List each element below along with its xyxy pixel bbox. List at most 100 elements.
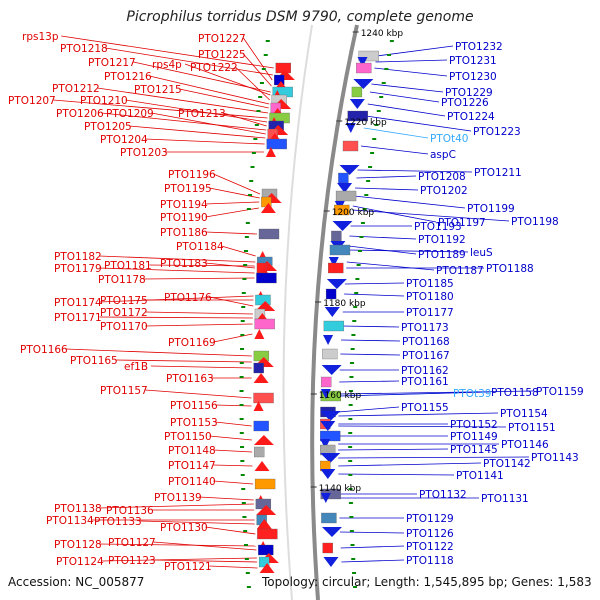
- gene-label-right[interactable]: PTO1211: [474, 167, 522, 179]
- gene-label-right[interactable]: PTO1230: [449, 71, 497, 83]
- gene-label-left[interactable]: PTO1179: [54, 263, 102, 275]
- gene-label-right[interactable]: PTO1229: [445, 87, 493, 99]
- gene-label-right[interactable]: PTO1226: [441, 97, 489, 109]
- gene-label-left[interactable]: PTO1181: [104, 260, 152, 272]
- gene-label-right[interactable]: PTO1189: [418, 249, 466, 261]
- gene-label-left[interactable]: PTO1171: [54, 312, 102, 324]
- gene-label-right[interactable]: PTO1198: [511, 216, 559, 228]
- gene-label-right[interactable]: PTO1223: [473, 126, 521, 138]
- gene-label-left[interactable]: PTO1124: [56, 556, 104, 568]
- gene-label-right[interactable]: PTO1159: [536, 386, 584, 398]
- gene-label-right[interactable]: PTO1122: [406, 541, 454, 553]
- gene-label-left[interactable]: PTO1178: [98, 274, 146, 286]
- gene-label-left[interactable]: PTO1156: [170, 400, 218, 412]
- gene-label-left[interactable]: PTO1182: [54, 251, 102, 263]
- gene-label-left[interactable]: PTO1206: [56, 108, 104, 120]
- gene-label-right[interactable]: PTO1224: [447, 111, 495, 123]
- gene-label-right[interactable]: PTO1192: [418, 234, 466, 246]
- gene-label-right[interactable]: PTO1158: [491, 387, 539, 399]
- gene-label-left[interactable]: PTO1186: [160, 227, 208, 239]
- gene-label-left[interactable]: PTO1150: [164, 431, 212, 443]
- gene-label-right[interactable]: PTO1231: [449, 55, 497, 67]
- gene-label-right[interactable]: PTO1149: [450, 431, 498, 443]
- gene-label-left[interactable]: PTO1139: [154, 492, 202, 504]
- gene-label-right[interactable]: PTO1185: [406, 278, 454, 290]
- gene-label-left[interactable]: PTO1216: [104, 71, 152, 83]
- gene-label-left[interactable]: PTO1166: [20, 344, 68, 356]
- gene-label-left[interactable]: PTO1165: [70, 355, 118, 367]
- gene-label-right[interactable]: aspC: [430, 149, 456, 161]
- gene-label-right[interactable]: PTOt39: [453, 388, 492, 400]
- gene-label-left[interactable]: PTO1207: [8, 95, 56, 107]
- gene-label-right[interactable]: PTO1146: [501, 439, 549, 451]
- gene-label-right[interactable]: PTO1151: [508, 422, 556, 434]
- gene-label-right[interactable]: PTO1202: [420, 185, 468, 197]
- gene-label-left[interactable]: PTO1170: [100, 321, 148, 333]
- gene-label-left[interactable]: PTO1128: [54, 539, 102, 551]
- gene-label-right[interactable]: PTO1177: [406, 307, 454, 319]
- gene-label-right[interactable]: PTO1232: [455, 41, 503, 53]
- gene-label-right[interactable]: PTO1168: [402, 336, 450, 348]
- gene-label-right[interactable]: PTO1143: [531, 452, 579, 464]
- gene-label-left[interactable]: PTO1138: [54, 503, 102, 515]
- gene-label-left[interactable]: PTO1130: [160, 522, 208, 534]
- gene-label-left[interactable]: PTO1196: [168, 169, 216, 181]
- gene-label-right[interactable]: PTO1142: [483, 458, 531, 470]
- gene-label-left[interactable]: PTO1123: [108, 555, 156, 567]
- gene-label-right[interactable]: PTO1199: [467, 203, 515, 215]
- gene-label-right[interactable]: PTO1152: [450, 419, 498, 431]
- gene-label-right[interactable]: PTO1129: [406, 513, 454, 525]
- gene-label-right[interactable]: PTO1193: [414, 221, 462, 233]
- gene-label-right[interactable]: PTO1167: [402, 350, 450, 362]
- gene-label-right[interactable]: PTO1145: [450, 444, 498, 456]
- gene-label-left[interactable]: PTO1190: [160, 212, 208, 224]
- gene-label-left[interactable]: PTO1225: [198, 49, 246, 61]
- gene-label-left[interactable]: PTO1204: [100, 134, 148, 146]
- gene-label-right[interactable]: PTO1173: [401, 322, 449, 334]
- gene-label-left[interactable]: PTO1172: [100, 307, 148, 319]
- gene-label-right[interactable]: PTO1187: [436, 265, 484, 277]
- gene-label-left[interactable]: PTO1210: [80, 95, 128, 107]
- gene-label-left[interactable]: PTO1127: [108, 537, 156, 549]
- gene-label-right[interactable]: PTOt40: [430, 133, 469, 145]
- gene-label-right[interactable]: PTO1197: [438, 217, 486, 229]
- gene-label-left[interactable]: PTO1121: [164, 561, 212, 573]
- gene-label-left[interactable]: PTO1169: [168, 337, 216, 349]
- gene-label-left[interactable]: PTO1176: [164, 292, 212, 304]
- gene-label-right[interactable]: PTO1132: [419, 489, 467, 501]
- gene-label-left[interactable]: rps4p: [152, 59, 182, 71]
- gene-label-left[interactable]: PTO1215: [134, 84, 182, 96]
- gene-label-left[interactable]: PTO1153: [170, 417, 218, 429]
- gene-label-right[interactable]: PTO1118: [406, 555, 454, 567]
- gene-label-right[interactable]: PTO1180: [406, 291, 454, 303]
- gene-label-left[interactable]: PTO1195: [164, 183, 212, 195]
- gene-label-left[interactable]: PTO1183: [160, 258, 208, 270]
- gene-label-left[interactable]: PTO1134: [46, 515, 94, 527]
- gene-label-left[interactable]: PTO1227: [198, 33, 246, 45]
- gene-label-right[interactable]: PTO1162: [401, 365, 449, 377]
- gene-label-right[interactable]: PTO1126: [406, 528, 454, 540]
- gene-label-left[interactable]: PTO1209: [106, 108, 154, 120]
- gene-label-left[interactable]: PTO1222: [190, 62, 238, 74]
- gene-label-right[interactable]: PTO1208: [418, 171, 466, 183]
- gene-label-right[interactable]: PTO1154: [500, 408, 548, 420]
- gene-label-right[interactable]: PTO1188: [486, 263, 534, 275]
- gene-label-left[interactable]: PTO1218: [60, 43, 108, 55]
- gene-label-right[interactable]: PTO1131: [481, 493, 529, 505]
- gene-label-left[interactable]: ef1B: [124, 361, 148, 373]
- gene-label-left[interactable]: PTO1213: [178, 108, 226, 120]
- gene-label-left[interactable]: PTO1194: [160, 199, 208, 211]
- gene-label-left[interactable]: rps13p: [22, 31, 59, 43]
- gene-label-left[interactable]: PTO1140: [168, 476, 216, 488]
- gene-label-right[interactable]: PTO1161: [401, 376, 449, 388]
- gene-label-left[interactable]: PTO1157: [100, 385, 148, 397]
- gene-label-left[interactable]: PTO1175: [100, 295, 148, 307]
- gene-label-right[interactable]: PTO1141: [456, 470, 504, 482]
- gene-label-left[interactable]: PTO1148: [168, 445, 216, 457]
- gene-label-left[interactable]: PTO1163: [166, 373, 214, 385]
- gene-label-left[interactable]: PTO1136: [106, 505, 154, 517]
- gene-label-left[interactable]: PTO1217: [88, 57, 136, 69]
- gene-label-left[interactable]: PTO1133: [94, 516, 142, 528]
- gene-label-left[interactable]: PTO1184: [176, 241, 224, 253]
- gene-label-right[interactable]: leuS: [470, 247, 493, 259]
